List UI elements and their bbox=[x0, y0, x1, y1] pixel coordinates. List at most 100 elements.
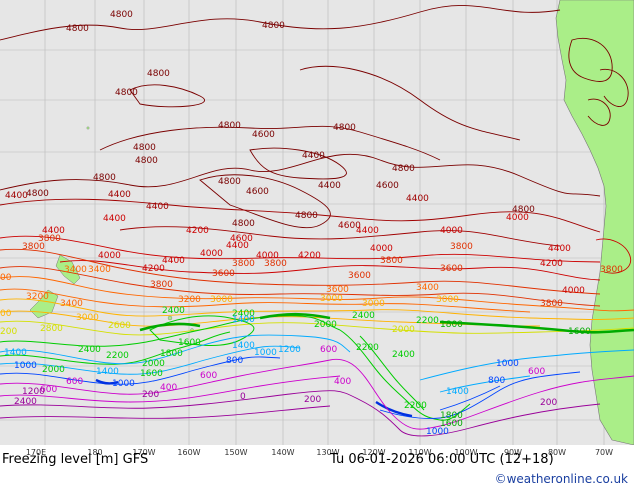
contour-label: 3800 bbox=[600, 265, 623, 275]
contour-200 bbox=[0, 390, 601, 437]
contour-label: 4400 bbox=[42, 226, 65, 236]
contour-label: 600 bbox=[66, 377, 83, 387]
contour-label: 2400 bbox=[14, 397, 37, 407]
contour-4600 bbox=[0, 198, 601, 247]
contour-label: 4800 bbox=[115, 88, 138, 98]
contour-4800 bbox=[0, 5, 601, 229]
contour-600 bbox=[0, 358, 634, 430]
contour-label: 3000 bbox=[436, 295, 459, 305]
south-america-land bbox=[555, 0, 634, 445]
contour-label: 4800 bbox=[66, 24, 89, 34]
contour-label: 2000 bbox=[42, 365, 65, 375]
contour-label: 00 bbox=[0, 273, 12, 283]
contour-label: 2200 bbox=[416, 316, 439, 326]
contour-label: 2400 bbox=[352, 311, 375, 321]
contour-label: 1000 bbox=[426, 427, 449, 437]
contour-label: 4400 bbox=[146, 202, 169, 212]
contour-label: 1600 bbox=[178, 338, 201, 348]
contour-label: 2000 bbox=[314, 320, 337, 330]
contour-label: 0 bbox=[240, 392, 246, 402]
contour-label: 4400 bbox=[318, 181, 341, 191]
contour-3000 bbox=[0, 298, 634, 327]
contour-label: 3800 bbox=[232, 259, 255, 269]
contour-label: 3800 bbox=[150, 280, 173, 290]
contour-3400 bbox=[0, 276, 634, 313]
contour-label: 600 bbox=[200, 371, 217, 381]
longitude-label: 120W bbox=[362, 448, 385, 457]
longitude-label: 90W bbox=[504, 448, 522, 457]
contour-label: 3200 bbox=[178, 295, 201, 305]
contour-label: 4800 bbox=[392, 164, 415, 174]
contour-andes-south bbox=[595, 238, 632, 274]
contour-label: 3000 bbox=[362, 299, 385, 309]
contour-label: 4400 bbox=[302, 151, 325, 161]
contour-label: 4800 bbox=[218, 121, 241, 131]
contour-label: 4600 bbox=[252, 130, 275, 140]
contour-label: 2000 bbox=[392, 325, 415, 335]
contour-label: 200 bbox=[304, 395, 321, 405]
contour-label: 4800 bbox=[232, 219, 255, 229]
contour-label: 4000 bbox=[506, 213, 529, 223]
contour-label: 3400 bbox=[416, 283, 439, 293]
contour-label: 200 bbox=[0, 327, 17, 337]
contour-label: 800 bbox=[488, 376, 505, 386]
contour-label: 4000 bbox=[98, 251, 121, 261]
contour-label: 4400 bbox=[108, 190, 131, 200]
contour-label: 3400 bbox=[60, 299, 83, 309]
contour-label: 1800 bbox=[160, 349, 183, 359]
contour-label: 4800 bbox=[135, 156, 158, 166]
contour-label: 400 bbox=[334, 377, 351, 387]
contour-andes bbox=[568, 37, 629, 126]
contour-label: 600 bbox=[320, 345, 337, 355]
longitude-label: 140W bbox=[271, 448, 294, 457]
longitude-label: 180 bbox=[87, 448, 102, 457]
contour-label: 200 bbox=[540, 398, 557, 408]
contour-label: 1000 bbox=[496, 359, 519, 369]
contour-label: 600 bbox=[528, 367, 545, 377]
credit-link[interactable]: ©weatheronline.co.uk bbox=[494, 472, 628, 486]
contour-label: 2200 bbox=[106, 351, 129, 361]
contour-label: 4600 bbox=[338, 221, 361, 231]
contour-label: 4800 bbox=[147, 69, 170, 79]
contour-label: 3800 bbox=[38, 234, 61, 244]
longitude-label: 130W bbox=[316, 448, 339, 457]
contour-label: 4800 bbox=[133, 143, 156, 153]
longitude-label: 80W bbox=[548, 448, 566, 457]
contour-label: 4200 bbox=[142, 264, 165, 274]
contour-label: 4800 bbox=[333, 123, 356, 133]
contour-label: 4800 bbox=[262, 21, 285, 31]
contour-label: 2200 bbox=[404, 401, 427, 411]
contour-label: 2600 bbox=[108, 321, 131, 331]
contour-label: 3600 bbox=[348, 271, 371, 281]
longitude-label: 70W bbox=[595, 448, 613, 457]
contour-4000 bbox=[0, 235, 601, 281]
contour-label: 3200 bbox=[26, 292, 49, 302]
contour-label: 2400 bbox=[78, 345, 101, 355]
contour-label: 1800 bbox=[440, 411, 463, 421]
contour-label: 1400 bbox=[232, 341, 255, 351]
contour-label: 1200 bbox=[22, 387, 45, 397]
contour-label: 4800 bbox=[295, 211, 318, 221]
contour-label: 4000 bbox=[200, 249, 223, 259]
contour-label: 4200 bbox=[298, 251, 321, 261]
contour-label: 3000 bbox=[320, 294, 343, 304]
contour-label: 4000 bbox=[562, 286, 585, 296]
contour-label: 00 bbox=[0, 309, 12, 319]
longitude-axis-row: 170E 180 170W 160W 150W 140W 130W 120W 1… bbox=[26, 448, 613, 457]
contour-label: 3000 bbox=[76, 313, 99, 323]
ocean bbox=[0, 0, 634, 445]
longitude-label: 170W bbox=[132, 448, 155, 457]
contour-label: 1400 bbox=[446, 387, 469, 397]
contour-label: 200 bbox=[142, 390, 159, 400]
contour-label: 3400 bbox=[88, 265, 111, 275]
contour-label: 1600 bbox=[568, 327, 591, 337]
freezing-level-map: 4800 4800 4800 4800 4800 4800 4600 4800 … bbox=[0, 0, 634, 445]
contour-label: 600 bbox=[40, 385, 57, 395]
contour-label: 4400 bbox=[103, 214, 126, 224]
contour-label: 1600 bbox=[140, 369, 163, 379]
contour-1000-thick bbox=[95, 378, 413, 418]
contour-label: 3000 bbox=[210, 295, 233, 305]
contour-label: 4800 bbox=[218, 177, 241, 187]
contour-label: 4800 bbox=[26, 189, 49, 199]
contour-label: 4400 bbox=[406, 194, 429, 204]
